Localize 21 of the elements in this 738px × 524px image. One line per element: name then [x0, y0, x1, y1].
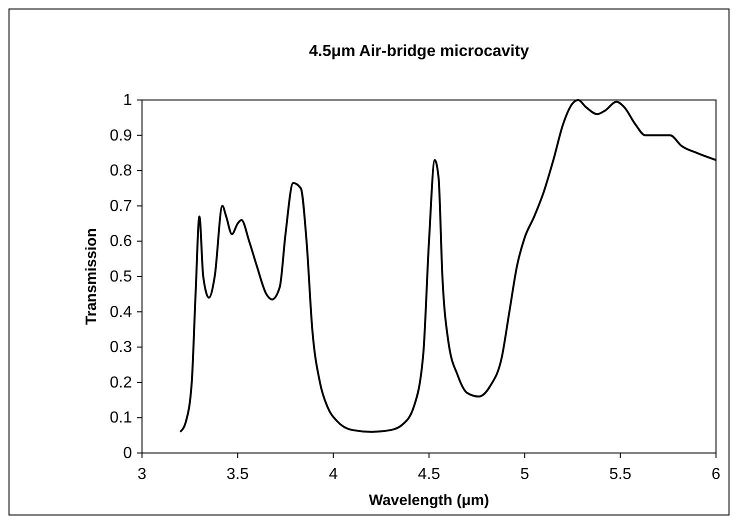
y-tick-label: 0.1	[110, 410, 132, 427]
y-tick-label: 0.3	[110, 339, 132, 356]
y-tick-label: 0.2	[110, 374, 132, 392]
y-tick-label: 0.6	[110, 233, 132, 250]
x-tick-label: 4	[328, 466, 338, 483]
chart-title: 4.5μm Air-bridge microcavity	[309, 43, 530, 60]
x-tick-label: 3	[138, 466, 147, 483]
y-tick-label: 0.4	[110, 304, 132, 321]
x-tick-label: 5.5	[609, 466, 632, 483]
y-tick-label: 0.5	[110, 268, 132, 286]
x-tick-label: 6	[712, 466, 721, 483]
y-axis-title: Transmission	[83, 228, 100, 325]
x-axis-title: Wavelength (μm)	[368, 492, 490, 509]
y-tick-label: 0.9	[110, 127, 132, 144]
x-tick-label: 5	[520, 466, 530, 483]
y-tick-label: 1	[123, 92, 132, 109]
y-tick-label: 0.8	[110, 162, 132, 180]
x-tick-label: 4.5	[418, 466, 440, 483]
x-tick-label: 3.5	[226, 466, 249, 483]
y-tick-label: 0	[123, 445, 132, 462]
y-tick-label: 0.7	[110, 198, 132, 215]
